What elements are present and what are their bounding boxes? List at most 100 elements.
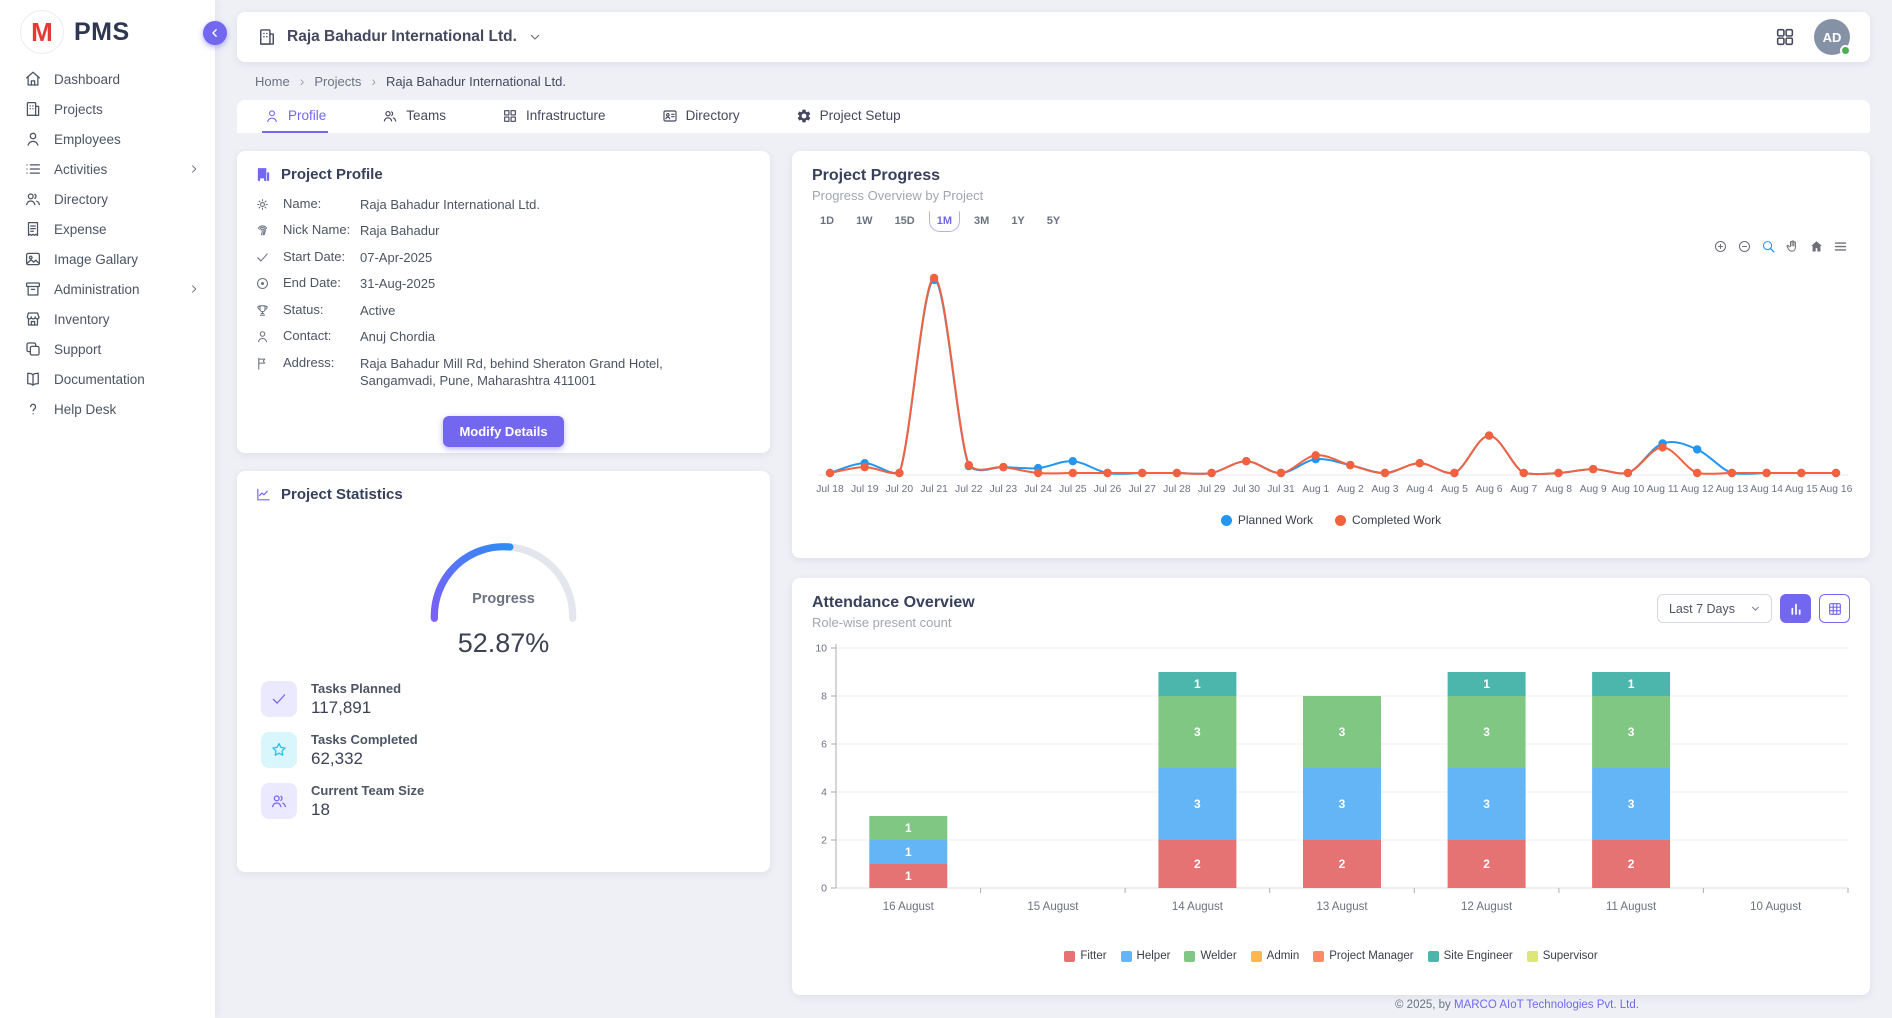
legend-project-manager[interactable]: Project Manager bbox=[1313, 950, 1413, 962]
legend-supervisor[interactable]: Supervisor bbox=[1527, 950, 1598, 962]
tab-infrastructure[interactable]: Infrastructure bbox=[500, 100, 608, 133]
sidebar-item-inventory[interactable]: Inventory bbox=[0, 304, 215, 334]
tab-profile[interactable]: Profile bbox=[262, 100, 328, 133]
svg-text:Aug 15: Aug 15 bbox=[1785, 484, 1818, 495]
date-filter-value: Last 7 Days bbox=[1669, 602, 1735, 616]
attendance-bar-chart[interactable]: 024681011116 August15 August233114 Augus… bbox=[792, 640, 1868, 940]
zoom-in-icon[interactable] bbox=[1713, 239, 1728, 254]
tab-label: Infrastructure bbox=[526, 108, 606, 123]
sidebar-item-support[interactable]: Support bbox=[0, 334, 215, 364]
id-card-icon bbox=[662, 108, 678, 124]
building-icon bbox=[24, 100, 42, 118]
tab-directory[interactable]: Directory bbox=[660, 100, 742, 133]
sidebar-collapse-button[interactable] bbox=[203, 21, 227, 45]
stat-value: 18 bbox=[311, 800, 424, 820]
stat-tasks-planned: Tasks Planned117,891 bbox=[261, 681, 770, 718]
sidebar-menu: Dashboard ProjectsEmployees Activities Dire… bbox=[0, 64, 215, 424]
svg-text:2: 2 bbox=[1483, 857, 1490, 871]
breadcrumb-item-home[interactable]: Home bbox=[255, 74, 290, 89]
check-icon bbox=[261, 681, 297, 717]
legend-welder[interactable]: Welder bbox=[1184, 950, 1236, 962]
bar-view-button[interactable] bbox=[1780, 594, 1811, 623]
range-button-1m[interactable]: 1M bbox=[929, 211, 960, 232]
book-icon bbox=[24, 370, 42, 388]
legend-planned-work[interactable]: Planned Work bbox=[1221, 513, 1313, 527]
gear-icon bbox=[796, 108, 812, 124]
sidebar-item-projects[interactable]: Projects bbox=[0, 94, 215, 124]
svg-text:3: 3 bbox=[1628, 725, 1635, 739]
footer-company-link[interactable]: MARCO AIoT Technologies Pvt. Ltd. bbox=[1454, 999, 1639, 1011]
chevron-left-icon bbox=[208, 26, 222, 40]
app-logo[interactable]: M PMS bbox=[0, 0, 215, 62]
range-button-1d[interactable]: 1D bbox=[812, 212, 842, 232]
company-selector[interactable]: Raja Bahadur International Ltd. bbox=[257, 27, 543, 47]
table-view-button[interactable] bbox=[1819, 594, 1850, 623]
profile-field-status: Status:Active bbox=[237, 297, 770, 324]
building-icon bbox=[257, 27, 277, 47]
profile-field-address: Address:Raja Bahadur Mill Rd, behind She… bbox=[237, 350, 770, 394]
profile-field-contact: Contact:Anuj Chordia bbox=[237, 324, 770, 351]
tab-teams[interactable]: Teams bbox=[380, 100, 448, 133]
sidebar-item-directory[interactable]: Directory bbox=[0, 184, 215, 214]
magnifier-icon[interactable] bbox=[1761, 239, 1776, 254]
legend-completed-work[interactable]: Completed Work bbox=[1335, 513, 1441, 527]
svg-text:Jul 19: Jul 19 bbox=[851, 484, 879, 495]
svg-text:8: 8 bbox=[821, 691, 827, 703]
hand-icon[interactable] bbox=[1785, 239, 1800, 254]
range-button-15d[interactable]: 15D bbox=[887, 212, 923, 232]
range-button-5y[interactable]: 5Y bbox=[1039, 212, 1068, 232]
sidebar-item-label: Activities bbox=[54, 162, 107, 177]
sidebar-item-help-desk[interactable]: Help Desk bbox=[0, 394, 215, 424]
sidebar-item-administration[interactable]: Administration bbox=[0, 274, 215, 304]
field-value: Raja Bahadur Mill Rd, behind Sheraton Gr… bbox=[360, 355, 740, 390]
top-header: Raja Bahadur International Ltd. AD bbox=[237, 12, 1870, 62]
svg-text:Aug 5: Aug 5 bbox=[1441, 484, 1468, 495]
sidebar-item-label: Dashboard bbox=[54, 72, 120, 87]
sidebar-item-image-gallary[interactable]: Image Gallary bbox=[0, 244, 215, 274]
tab-project-setup[interactable]: Project Setup bbox=[794, 100, 903, 133]
apps-grid-icon[interactable] bbox=[1774, 26, 1796, 48]
legend-helper[interactable]: Helper bbox=[1121, 950, 1171, 962]
date-filter-select[interactable]: Last 7 Days bbox=[1657, 594, 1772, 623]
table-icon bbox=[1827, 601, 1843, 617]
sidebar-item-activities[interactable]: Activities bbox=[0, 154, 215, 184]
stat-value: 62,332 bbox=[311, 749, 418, 769]
svg-text:3: 3 bbox=[1194, 725, 1201, 739]
breadcrumb-item-projects[interactable]: Projects bbox=[314, 74, 361, 89]
legend-admin[interactable]: Admin bbox=[1251, 950, 1300, 962]
zoom-out-icon[interactable] bbox=[1737, 239, 1752, 254]
tab-label: Teams bbox=[406, 108, 446, 123]
svg-text:Jul 18: Jul 18 bbox=[816, 484, 844, 495]
range-button-3m[interactable]: 3M bbox=[966, 212, 997, 232]
tab-label: Directory bbox=[686, 108, 740, 123]
legend-site-engineer[interactable]: Site Engineer bbox=[1428, 950, 1513, 962]
breadcrumb: Home›Projects›Raja Bahadur International… bbox=[255, 73, 566, 89]
house-icon[interactable] bbox=[1809, 239, 1824, 254]
sidebar-item-expense[interactable]: Expense bbox=[0, 214, 215, 244]
svg-text:Aug 6: Aug 6 bbox=[1476, 484, 1503, 495]
range-button-1y[interactable]: 1Y bbox=[1003, 212, 1032, 232]
progress-line-chart[interactable]: Jul 18Jul 19Jul 20Jul 21Jul 22Jul 23Jul … bbox=[792, 256, 1868, 501]
star-icon bbox=[261, 732, 297, 768]
list-icon bbox=[24, 160, 42, 178]
chevron-right-icon bbox=[187, 162, 201, 176]
legend-fitter[interactable]: Fitter bbox=[1064, 950, 1106, 962]
profile-fields: Name:Raja Bahadur International Ltd.Nick… bbox=[237, 191, 770, 394]
profile-field-start-date: Start Date:07-Apr-2025 bbox=[237, 244, 770, 271]
user-avatar[interactable]: AD bbox=[1814, 19, 1850, 55]
main-content: Raja Bahadur International Ltd. AD Home ›… bbox=[215, 0, 1892, 1018]
users-icon bbox=[382, 108, 398, 124]
chevron-down-icon bbox=[1749, 602, 1762, 615]
flag-icon bbox=[255, 356, 270, 371]
breadcrumb-item-raja-bahadur-international-ltd: Raja Bahadur International Ltd. bbox=[386, 74, 566, 89]
sidebar-item-dashboard[interactable]: Dashboard bbox=[0, 64, 215, 94]
svg-text:3: 3 bbox=[1628, 797, 1635, 811]
sidebar-item-employees[interactable]: Employees bbox=[0, 124, 215, 154]
breadcrumb-separator: › bbox=[300, 73, 305, 89]
svg-text:Jul 24: Jul 24 bbox=[1024, 484, 1052, 495]
menu-icon[interactable] bbox=[1833, 239, 1848, 254]
range-button-1w[interactable]: 1W bbox=[848, 212, 881, 232]
sidebar-item-documentation[interactable]: Documentation bbox=[0, 364, 215, 394]
modify-details-button[interactable]: Modify Details bbox=[443, 416, 563, 447]
svg-text:4: 4 bbox=[821, 787, 827, 799]
